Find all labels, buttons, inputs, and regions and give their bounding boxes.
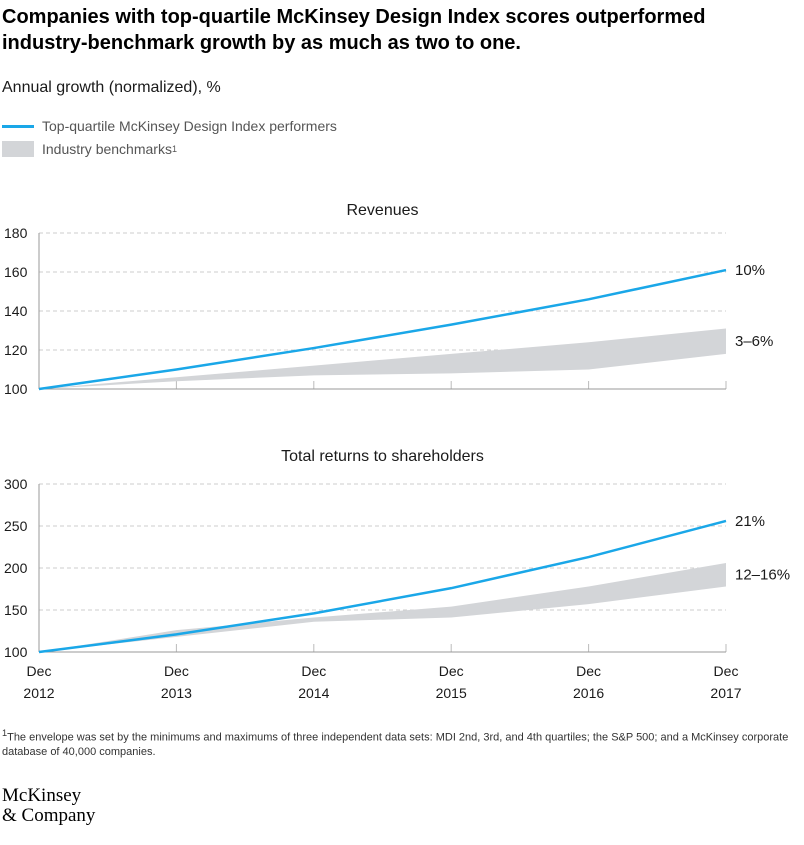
x-tick-label-year-3: 2015	[436, 685, 467, 701]
chart2-y-tick-label-200: 200	[4, 560, 28, 576]
logo-line-1: McKinsey	[2, 785, 82, 806]
footnote: 1The envelope was set by the minimums an…	[2, 726, 802, 759]
chart-subtitle: Annual growth (normalized), %	[2, 79, 221, 96]
chart1-line-end-label: 10%	[735, 262, 765, 279]
chart1-benchmark-band	[39, 328, 726, 389]
legend-footnote-mark: 1	[171, 144, 177, 154]
charts-canvas: Revenues 100 120 140 160 180 10% 3–6% Total retu…	[4, 202, 790, 701]
chart1-y-tick-label-160: 160	[4, 264, 28, 280]
logo-line-2: & Company	[2, 805, 96, 826]
chart2-panel-title: Total returns to shareholders	[281, 448, 484, 465]
x-tick-label-month-2: Dec	[301, 663, 326, 679]
x-tick-label-year-2: 2014	[298, 685, 329, 701]
chart1-band-end-label: 3–6%	[735, 333, 773, 350]
x-tick-label-month-0: Dec	[27, 663, 52, 679]
chart2-y-tick-label-100: 100	[4, 644, 28, 660]
legend-band-swatch	[2, 141, 34, 157]
x-tick-label-year-5: 2017	[710, 685, 741, 701]
legend-line-swatch	[2, 124, 34, 128]
chart-title: Companies with top-quartile McKinsey Des…	[2, 6, 706, 54]
x-tick-label-year-0: 2012	[23, 685, 54, 701]
x-tick-label-month-1: Dec	[164, 663, 189, 679]
chart1-panel-title: Revenues	[346, 202, 418, 219]
x-tick-label-month-3: Dec	[439, 663, 464, 679]
chart1-y-tick-label-120: 120	[4, 342, 28, 358]
chart2-band-end-label: 12–16%	[735, 567, 790, 584]
mckinsey-logo: McKinsey & Company	[2, 786, 95, 826]
x-tick-label-month-5: Dec	[714, 663, 739, 679]
x-tick-label-year-4: 2016	[573, 685, 604, 701]
chart1-y-tick-label-140: 140	[4, 303, 28, 319]
chart2-y-tick-label-250: 250	[4, 518, 28, 534]
x-tick-label-year-1: 2013	[161, 685, 192, 701]
legend-label-top-quartile: Top-quartile McKinsey Design Index perfo…	[42, 118, 337, 134]
chart1-y-tick-label-180: 180	[4, 225, 28, 241]
chart2-y-tick-label-150: 150	[4, 602, 28, 618]
footnote-mark: 1	[2, 728, 8, 738]
chart2-top-quartile-line	[38, 519, 727, 654]
footnote-text: The envelope was set by the minimums and…	[2, 731, 789, 758]
chart2-line-end-label: 21%	[735, 513, 765, 530]
legend-item-industry-benchmarks: Industry benchmarks 1	[2, 141, 177, 157]
chart1-y-tick-label-100: 100	[4, 381, 28, 397]
legend-label-industry-benchmarks: Industry benchmarks	[42, 141, 172, 157]
legend-item-top-quartile: Top-quartile McKinsey Design Index perfo…	[2, 118, 337, 134]
x-tick-label-month-4: Dec	[576, 663, 601, 679]
chart2-y-tick-label-300: 300	[4, 476, 28, 492]
chart1-top-quartile-line	[38, 268, 727, 391]
